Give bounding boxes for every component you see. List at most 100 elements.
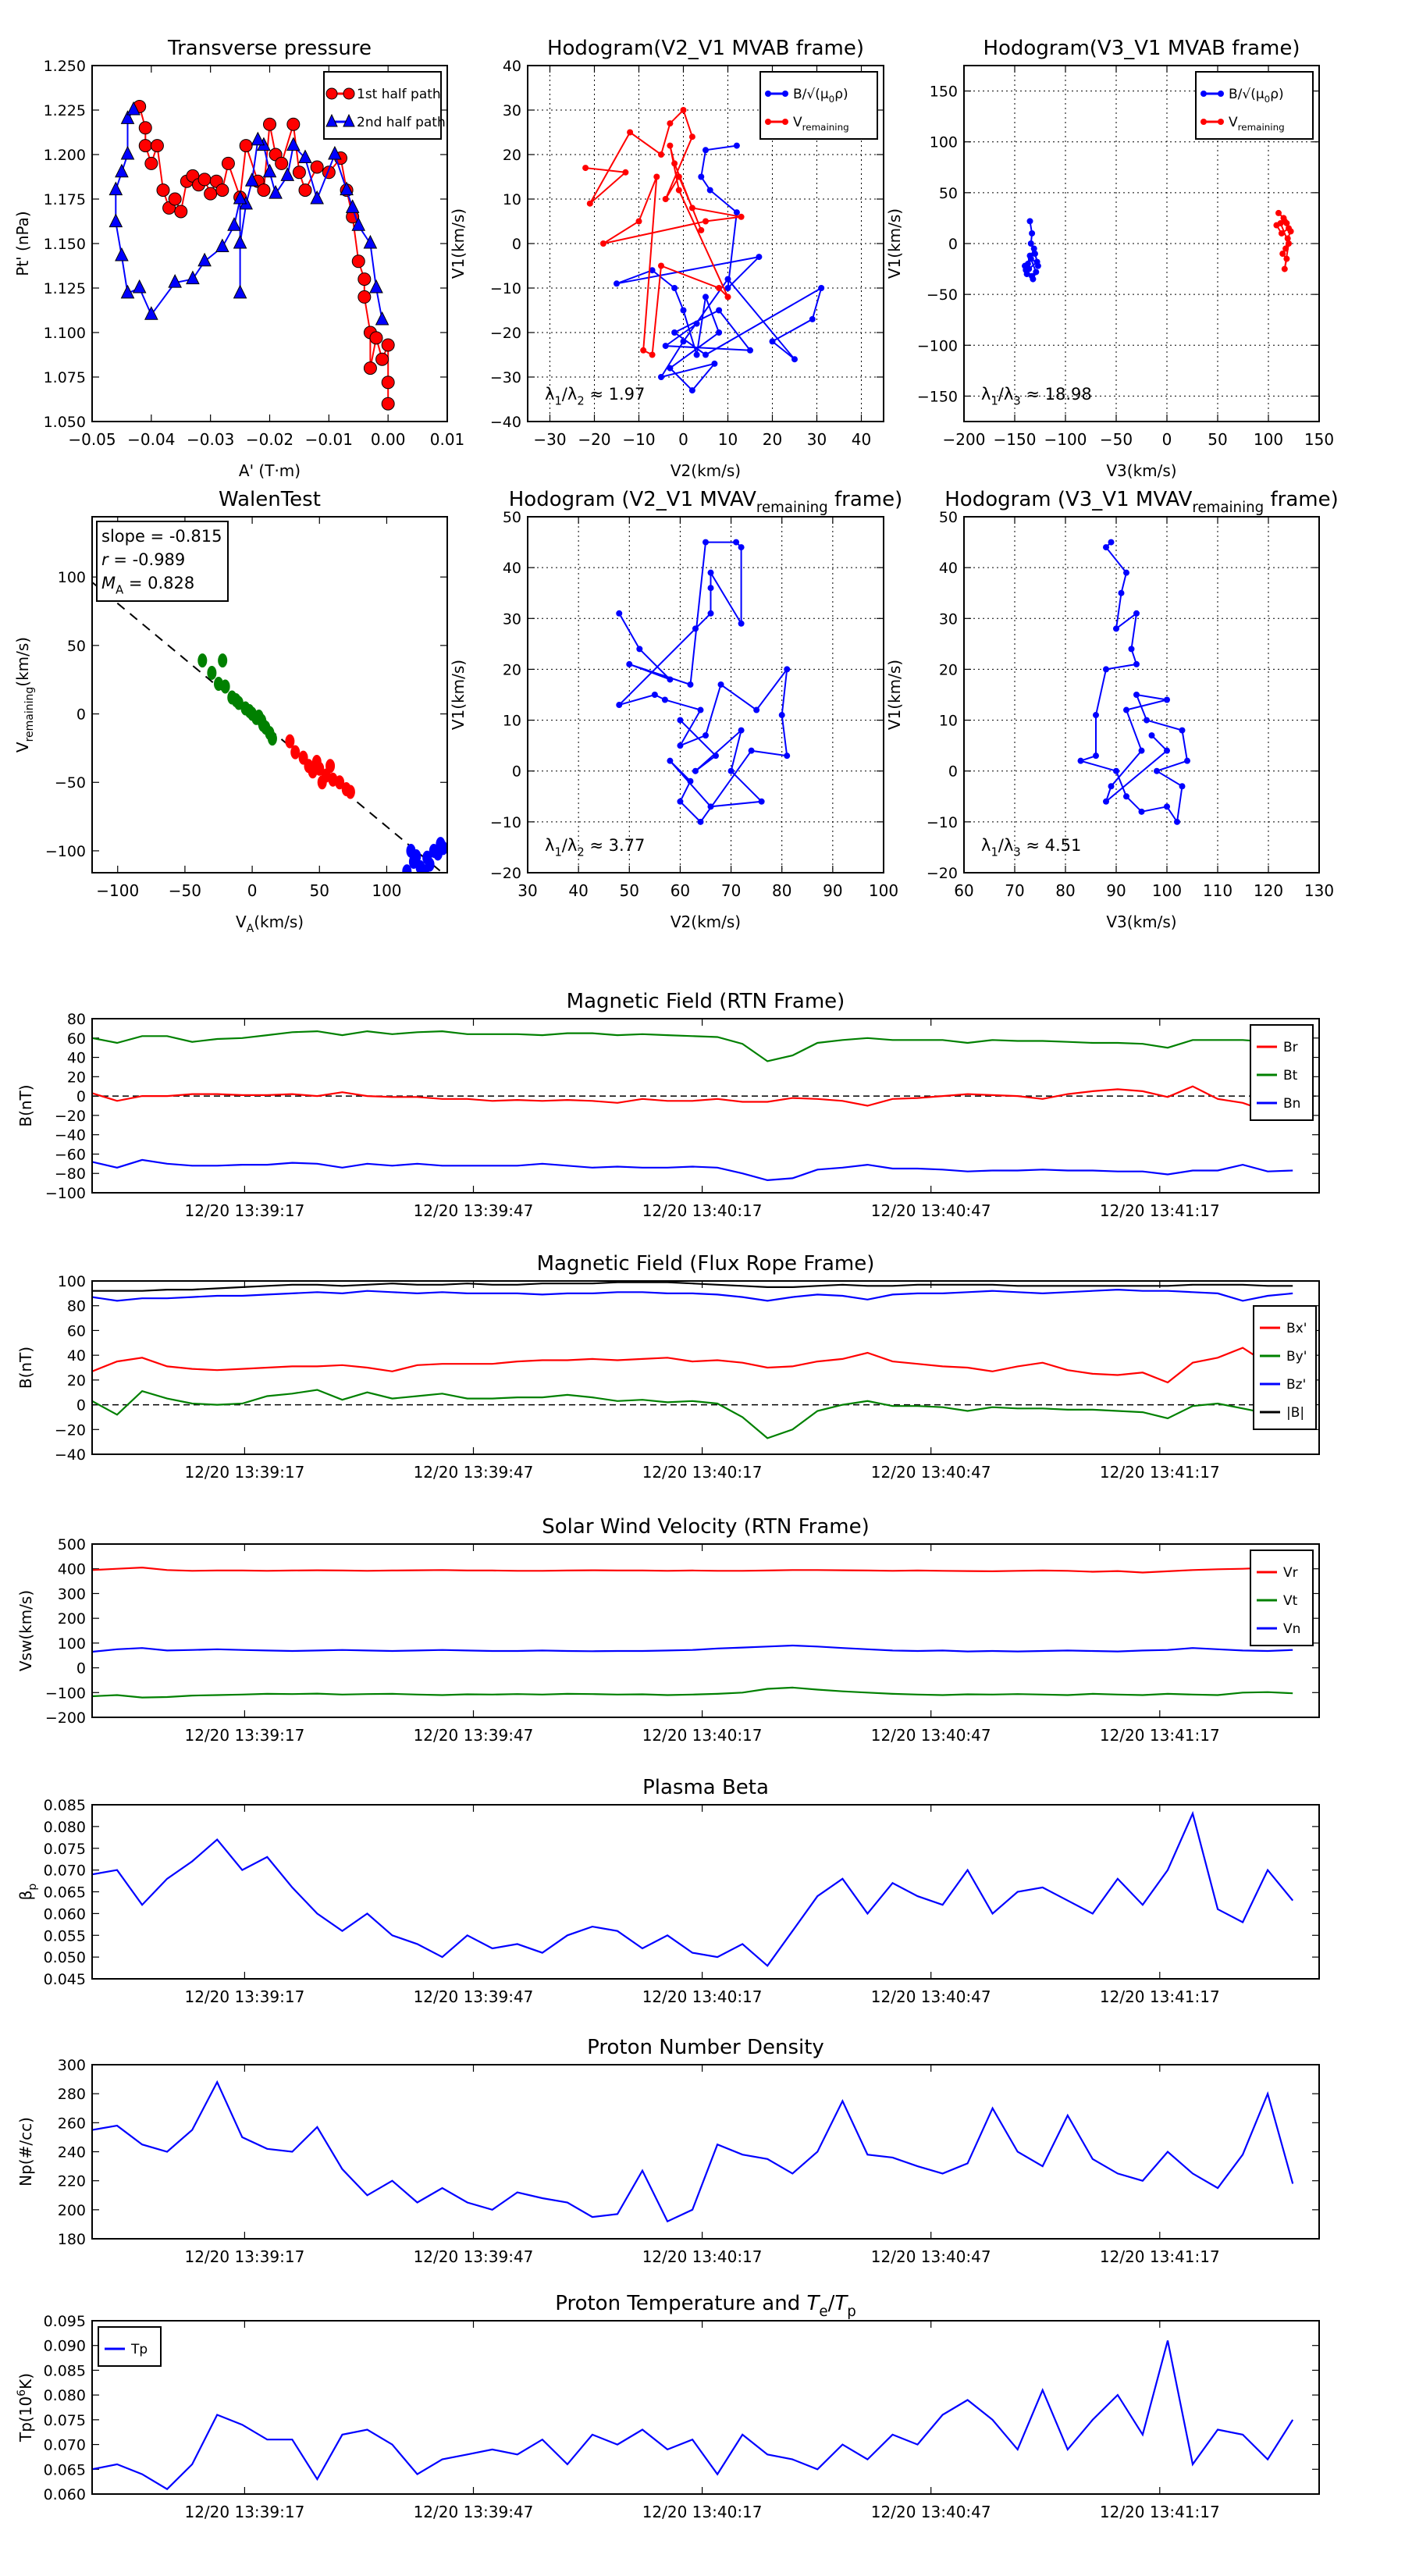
data-point — [218, 653, 228, 668]
data-point — [220, 679, 230, 694]
y-tick-label: 200 — [58, 2202, 86, 2219]
subscript-text: p — [847, 2304, 856, 2320]
plot-area — [964, 517, 1319, 873]
y-tick-label: 1.050 — [44, 414, 86, 431]
y-tick-label: 0 — [76, 1660, 86, 1678]
legend-label: Bt — [1283, 1068, 1298, 1083]
axes-frame — [91, 65, 448, 422]
chart-title: WalenTest — [219, 488, 321, 511]
legend-item: Vt — [1257, 1593, 1298, 1609]
data-point — [658, 151, 664, 158]
data-point — [614, 280, 620, 287]
data-point — [1284, 235, 1291, 242]
data-point — [310, 190, 324, 205]
y-tick-label: 500 — [58, 1536, 86, 1553]
x-tick-label: −200 — [943, 430, 986, 449]
label-text: slope = -0.815 — [101, 527, 222, 546]
x-tick-label: 80 — [772, 881, 791, 900]
y-tick-label: 1.225 — [44, 102, 86, 119]
data-point — [411, 849, 422, 863]
y-tick-label: 1.125 — [44, 280, 86, 297]
data-point — [1032, 251, 1038, 258]
label-text: ρ) — [834, 87, 848, 102]
label-text: λ — [981, 836, 991, 855]
x-tick-label: 12/20 13:40:17 — [642, 1987, 763, 2006]
legend: 1st half path 2nd half path — [323, 71, 446, 140]
label-text: WalenTest — [219, 488, 321, 511]
label-text: V2(km/s) — [670, 461, 741, 480]
data-point — [138, 139, 152, 153]
x-axis-label: V3(km/s) — [1106, 461, 1176, 480]
legend-label: Vremaining — [1229, 115, 1285, 133]
y-tick-label: 50 — [503, 509, 521, 526]
y-tick-label: 0 — [512, 236, 521, 253]
data-point — [1029, 272, 1036, 279]
data-point — [809, 315, 816, 322]
data-point — [221, 156, 235, 170]
axes-frame — [527, 65, 884, 422]
data-point — [275, 156, 289, 170]
x-tick-label: −0.02 — [246, 430, 293, 449]
legend-label: 2nd half path — [357, 115, 446, 130]
data-point — [381, 375, 395, 390]
subscript-text: 0 — [1264, 94, 1271, 105]
x-tick-label: 12/20 13:41:17 — [1100, 2503, 1220, 2521]
x-tick-label: 12/20 13:39:47 — [414, 2503, 534, 2521]
y-tick-label: 0.080 — [44, 1819, 86, 1836]
data-point — [702, 294, 709, 301]
x-tick-label: −50 — [169, 881, 201, 900]
data-point — [1123, 569, 1129, 576]
label-text: V — [793, 115, 802, 130]
label-text: Bt — [1283, 1068, 1298, 1083]
y-tick-label: 0.060 — [44, 1905, 86, 1923]
data-point — [693, 320, 700, 327]
y-tick-label: 220 — [58, 2173, 86, 2190]
data-point — [233, 190, 247, 205]
data-point — [662, 196, 669, 202]
legend-item: 2nd half path — [325, 113, 446, 130]
axes-frame — [91, 2320, 1320, 2495]
data-point — [1174, 818, 1180, 825]
data-point — [671, 160, 678, 167]
y-axis-label: B(nT) — [16, 1347, 35, 1389]
y-tick-label: −40 — [55, 1127, 86, 1144]
x-tick-label: 0.00 — [371, 430, 406, 449]
axes-frame — [91, 1280, 1320, 1455]
x-tick-label: 12/20 13:39:17 — [184, 1201, 304, 1220]
chart-title: Magnetic Field (Flux Rope Frame) — [537, 1252, 875, 1276]
data-point — [310, 160, 324, 174]
data-point — [702, 539, 709, 546]
plot-data — [616, 539, 791, 825]
plot-area — [528, 517, 884, 873]
y-tick-label: 1.075 — [44, 369, 86, 386]
x-tick-label: 12/20 13:41:17 — [1100, 1201, 1220, 1220]
walen-test-chart: −100 −50 0 50 100−100−50050100WalenTestVA(km… — [13, 488, 448, 935]
plot-data — [1022, 209, 1294, 283]
y-tick-label: 50 — [67, 638, 86, 655]
data-point — [616, 610, 623, 617]
data-point — [667, 757, 674, 764]
hodogram-v2-v1-mvab-chart: −30 −20 −10 0 10 20 30 40−40−30−20−10010203040H… — [449, 37, 884, 480]
data-point — [651, 692, 658, 698]
axes-frame — [91, 516, 448, 873]
subscript-text: 3 — [1013, 845, 1020, 859]
label-text: Br — [1283, 1040, 1298, 1055]
x-tick-label: 12/20 13:41:17 — [1100, 1726, 1220, 1745]
data-point — [120, 145, 135, 160]
data-point — [717, 681, 724, 688]
y-tick-label: 150 — [930, 84, 958, 101]
data-point — [626, 660, 633, 667]
data-point — [677, 798, 684, 805]
label-text: /λ — [998, 836, 1014, 855]
data-point — [733, 539, 740, 546]
data-point — [1275, 209, 1282, 216]
x-tick-label: −100 — [1044, 430, 1087, 449]
y-tick-label: 50 — [939, 509, 958, 526]
subscript-text: 1 — [991, 845, 998, 859]
label-text: Vsw(km/s) — [16, 1590, 35, 1671]
data-point — [328, 145, 342, 160]
data-point — [1287, 228, 1294, 235]
x-tick-label: 40 — [852, 430, 871, 449]
y-tick-label: −20 — [55, 1108, 86, 1125]
series-line — [92, 1158, 1293, 1182]
